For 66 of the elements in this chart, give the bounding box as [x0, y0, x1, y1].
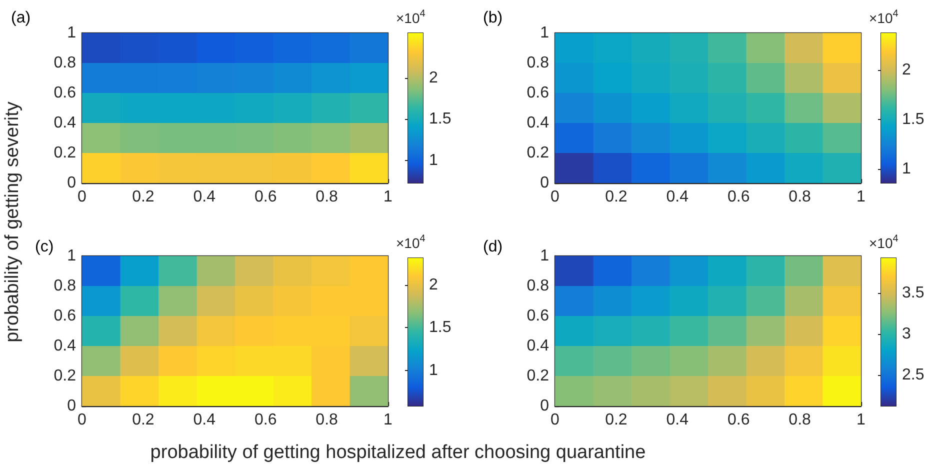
y-tick-label: 0.6 [54, 84, 76, 102]
color-bar-label: 3.5 [902, 284, 924, 302]
y-tick-label: 1 [540, 248, 550, 264]
x-tick-label: 0.8 [788, 412, 812, 428]
color-bar-label: 1 [429, 362, 438, 379]
color-bar-label: 1.5 [429, 319, 452, 336]
color-bar-label: 3 [902, 326, 911, 343]
y-tick-label: 0.6 [54, 308, 76, 324]
color-bar-label: 2 [902, 61, 911, 78]
y-tick-label: 0.8 [54, 54, 76, 72]
x-tick-label: 0 [550, 412, 560, 428]
y-tick-label: 0 [67, 398, 76, 414]
x-tick-label: 0 [550, 188, 560, 206]
color-bar-label: 1.5 [429, 110, 452, 128]
y-tick-label: 0.6 [526, 84, 550, 102]
y-tick-label: 0 [67, 174, 76, 192]
y-tick-label: 0 [540, 174, 550, 192]
y-tick-label: 0.8 [54, 278, 76, 294]
x-tick-label: 0.8 [316, 188, 338, 206]
y-tick-label: 0.4 [526, 338, 550, 354]
x-tick-label: 0.4 [193, 412, 216, 428]
x-tick-label: 1 [384, 188, 393, 206]
x-tick-label: 0 [78, 412, 87, 428]
color-bar-label: 2 [429, 69, 438, 86]
y-tick-label: 1 [540, 24, 550, 42]
y-tick-label: 1 [67, 24, 76, 42]
y-tick-label: 0.2 [54, 144, 76, 162]
x-tick-label: 0.4 [193, 188, 216, 206]
y-tick-label: 0.4 [526, 114, 550, 132]
x-axis-title: probability of getting hospitalized after choosing quarantine [150, 442, 646, 464]
x-tick-label: 1 [856, 188, 866, 206]
x-tick-label: 0.2 [132, 412, 154, 428]
x-tick-label: 0 [78, 188, 87, 206]
y-tick-label: 0.2 [526, 368, 550, 384]
chart-title: (c) [35, 238, 54, 256]
x-tick-label: 0.2 [605, 188, 628, 206]
y-tick-label: 0.6 [526, 308, 550, 324]
x-tick-label: 0.4 [666, 412, 689, 428]
x-tick-label: 0.6 [727, 188, 750, 206]
color-bar-label: 1.5 [902, 110, 924, 128]
x-tick-label: 1 [856, 412, 866, 428]
chart-title: (b) [483, 10, 503, 26]
x-tick-label: 0.8 [316, 412, 338, 428]
x-tick-label: 1 [384, 412, 393, 428]
y-tick-label: 0.8 [526, 278, 550, 294]
y-tick-label: 0.2 [526, 144, 550, 162]
x-tick-label: 0.2 [132, 188, 154, 206]
y-tick-label: 0.2 [54, 368, 76, 384]
y-tick-label: 0.4 [54, 114, 76, 132]
x-tick-label: 0.4 [666, 188, 689, 206]
x-tick-label: 0.6 [254, 412, 277, 428]
x-tick-label: 0.6 [727, 412, 750, 428]
x-tick-label: 0.6 [254, 188, 277, 206]
color-bar-label: 2 [429, 276, 438, 294]
x-tick-label: 0.8 [788, 188, 812, 206]
color-bar-label: 1 [902, 160, 911, 178]
y-tick-label: 0.4 [54, 338, 76, 354]
y-axis-title: probability of getting severity [2, 102, 24, 342]
color-bar-label: 2.5 [902, 366, 924, 384]
chart-title: (a) [11, 10, 31, 26]
color-bar-label: 1 [429, 152, 438, 170]
y-tick-label: 0 [540, 398, 550, 414]
y-tick-label: 1 [67, 248, 76, 264]
chart-title: (d) [483, 238, 503, 256]
x-tick-label: 0.2 [605, 412, 628, 428]
y-tick-label: 0.8 [526, 54, 550, 72]
